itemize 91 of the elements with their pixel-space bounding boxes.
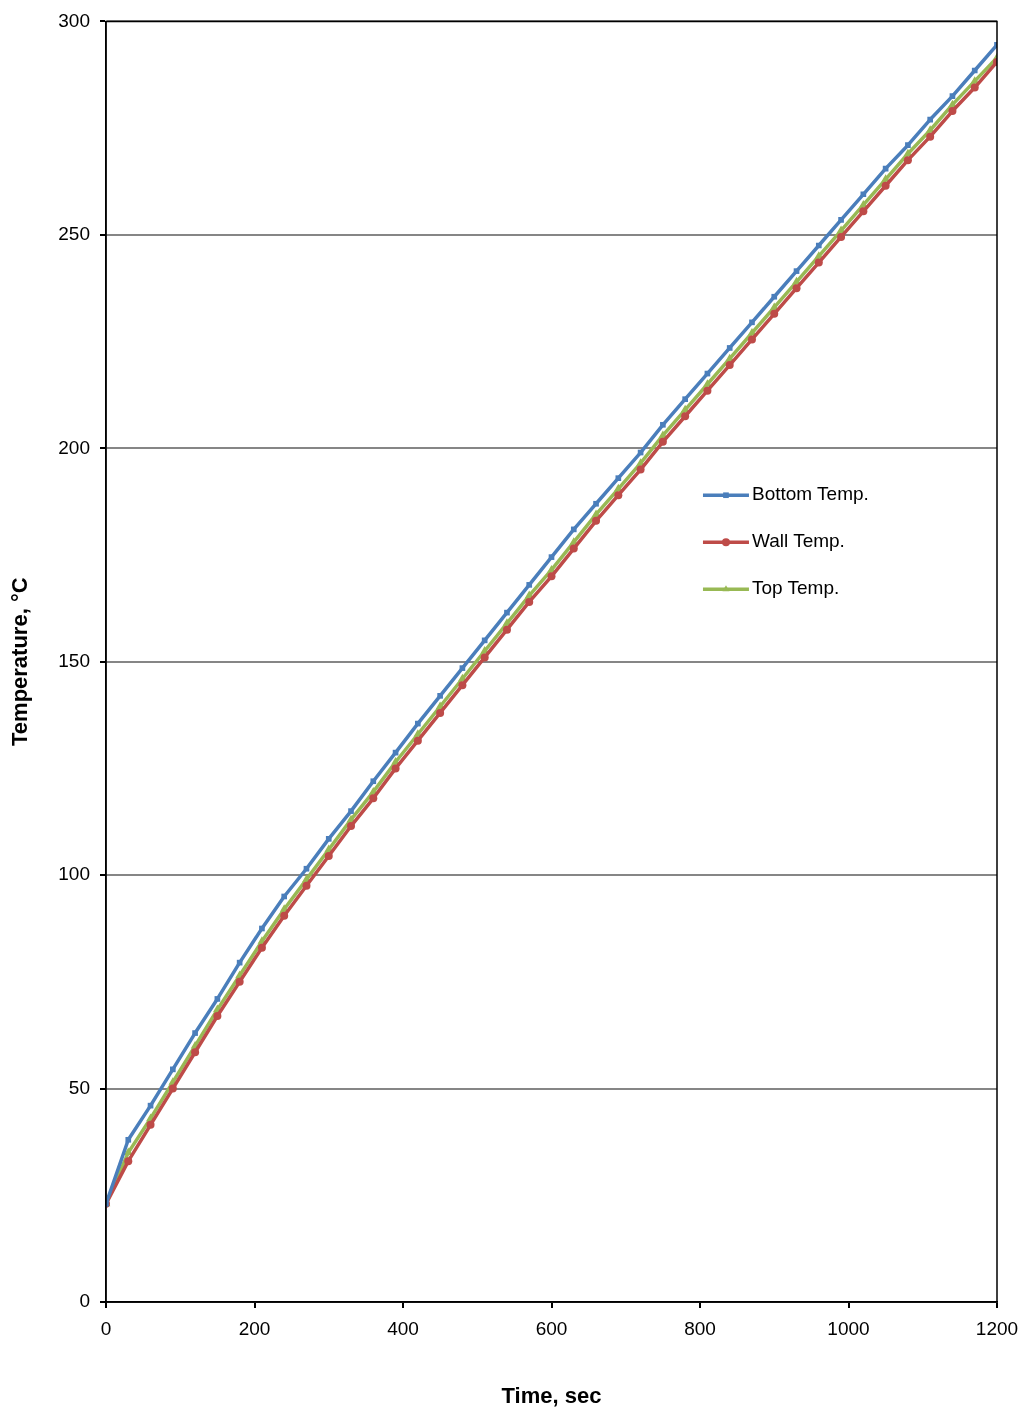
x-axis-title: Time, sec bbox=[501, 1382, 602, 1408]
point bbox=[502, 625, 511, 634]
point bbox=[437, 693, 443, 699]
legend-label: Bottom Temp. bbox=[751, 483, 869, 505]
y-tick-label: 50 bbox=[68, 1076, 90, 1098]
point bbox=[370, 778, 377, 785]
point bbox=[391, 764, 400, 773]
y-tick-label: 0 bbox=[79, 1290, 90, 1312]
point bbox=[793, 268, 800, 274]
point bbox=[792, 284, 801, 293]
point bbox=[881, 181, 890, 190]
x-tick-label: 1200 bbox=[975, 1317, 1019, 1339]
point bbox=[459, 665, 466, 671]
point bbox=[170, 1066, 176, 1073]
point bbox=[770, 309, 779, 318]
point bbox=[168, 1084, 177, 1093]
point bbox=[146, 1120, 155, 1129]
point bbox=[927, 116, 933, 123]
point bbox=[948, 107, 957, 116]
point bbox=[125, 1136, 132, 1143]
y-axis-title: Temperature, °C bbox=[7, 577, 33, 746]
point bbox=[235, 977, 244, 986]
point bbox=[614, 491, 623, 500]
point bbox=[458, 681, 467, 690]
point bbox=[413, 736, 422, 745]
point bbox=[658, 437, 667, 446]
point bbox=[302, 881, 311, 890]
x-tick-label: 0 bbox=[100, 1317, 112, 1339]
point bbox=[324, 851, 333, 860]
point bbox=[347, 822, 356, 831]
point bbox=[771, 293, 778, 300]
point bbox=[525, 597, 534, 606]
point bbox=[682, 396, 688, 403]
y-tick-label: 250 bbox=[58, 223, 90, 245]
point bbox=[837, 232, 846, 241]
point bbox=[615, 475, 622, 481]
x-tick-label: 400 bbox=[387, 1317, 419, 1339]
point bbox=[325, 836, 332, 842]
point bbox=[703, 386, 712, 395]
point bbox=[592, 516, 601, 525]
point bbox=[436, 708, 445, 717]
point bbox=[926, 132, 935, 141]
legend-label: Wall Temp. bbox=[751, 530, 845, 552]
point bbox=[348, 808, 354, 814]
point bbox=[415, 720, 421, 727]
point bbox=[213, 1012, 222, 1020]
point bbox=[192, 1030, 198, 1036]
point bbox=[636, 465, 645, 474]
point bbox=[281, 893, 288, 900]
point bbox=[903, 156, 912, 165]
point bbox=[660, 421, 666, 428]
x-tick-label: 200 bbox=[238, 1317, 271, 1339]
point bbox=[191, 1048, 200, 1057]
point bbox=[949, 93, 956, 99]
point bbox=[548, 554, 555, 560]
x-tick-label: 1000 bbox=[827, 1317, 870, 1339]
x-tick-label: 600 bbox=[535, 1317, 568, 1339]
point bbox=[860, 191, 867, 198]
y-tick-label: 200 bbox=[58, 436, 90, 458]
point bbox=[481, 637, 488, 644]
x-tick-label: 800 bbox=[684, 1317, 716, 1339]
point bbox=[815, 242, 822, 249]
point bbox=[593, 500, 599, 507]
y-tick-label: 300 bbox=[58, 9, 90, 31]
point bbox=[905, 142, 911, 149]
point bbox=[749, 319, 755, 326]
point bbox=[725, 361, 734, 370]
point bbox=[570, 526, 577, 533]
point bbox=[569, 544, 578, 553]
point bbox=[504, 609, 510, 616]
point bbox=[214, 996, 221, 1002]
point bbox=[259, 925, 265, 932]
point bbox=[303, 865, 310, 872]
point bbox=[526, 582, 533, 588]
point bbox=[369, 794, 378, 803]
point bbox=[124, 1157, 133, 1166]
point bbox=[257, 943, 266, 952]
point bbox=[726, 345, 733, 351]
point bbox=[681, 412, 690, 421]
point bbox=[838, 217, 844, 223]
y-tick-label: 150 bbox=[58, 649, 90, 671]
point bbox=[859, 207, 868, 216]
point bbox=[280, 911, 289, 920]
point bbox=[814, 258, 823, 267]
y-tick-label: 100 bbox=[58, 863, 90, 885]
point bbox=[547, 572, 556, 581]
point bbox=[480, 653, 489, 662]
point bbox=[747, 335, 756, 344]
legend-label: Top Temp. bbox=[751, 577, 840, 599]
point bbox=[970, 83, 979, 92]
point bbox=[971, 67, 978, 74]
